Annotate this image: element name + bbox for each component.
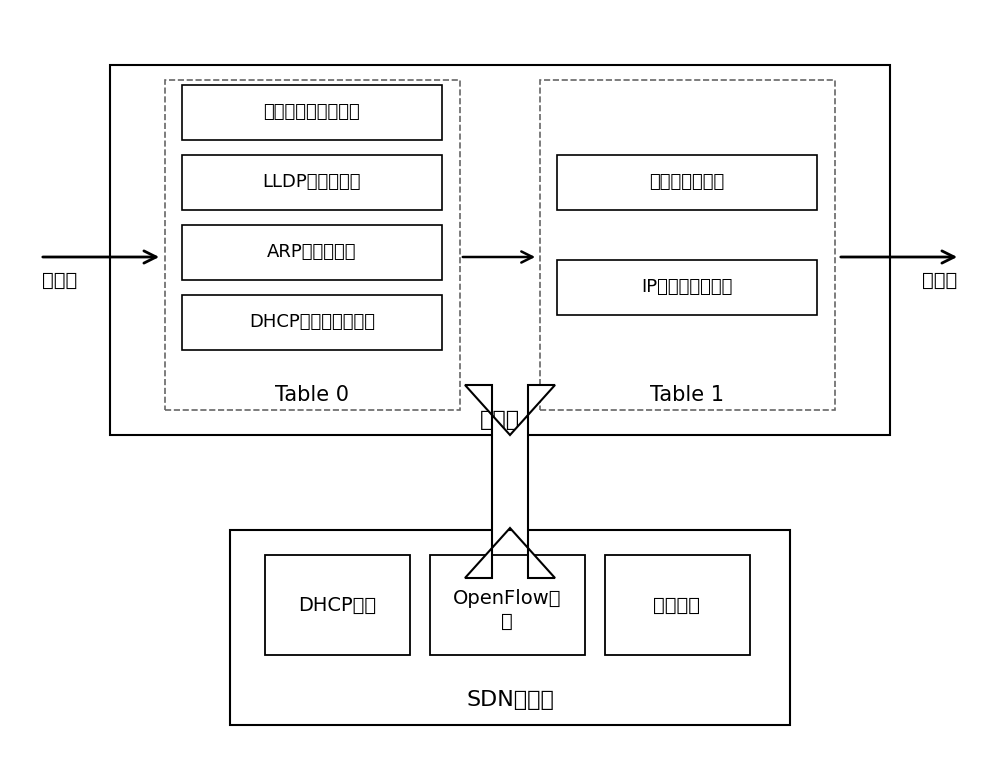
Text: 包输出: 包输出 <box>922 270 958 289</box>
Bar <box>182 155 442 210</box>
Text: OpenFlow模
块: OpenFlow模 块 <box>453 590 561 631</box>
Text: DHCP协议报文流表项: DHCP协议报文流表项 <box>249 313 375 331</box>
Bar <box>557 260 817 315</box>
Text: Table 0: Table 0 <box>275 385 349 405</box>
Bar <box>265 555 410 655</box>
Bar <box>605 555 750 655</box>
Text: IP报文首包流表项: IP报文首包流表项 <box>641 278 733 296</box>
Polygon shape <box>465 385 555 578</box>
Text: 转发模块: 转发模块 <box>654 596 700 614</box>
Bar <box>557 155 817 210</box>
Bar <box>540 80 835 410</box>
Text: LLDP报文流表项: LLDP报文流表项 <box>263 173 361 191</box>
Bar <box>182 225 442 280</box>
Bar <box>110 65 890 435</box>
Bar <box>182 295 442 350</box>
Text: 用户认证通过流表项: 用户认证通过流表项 <box>264 103 360 121</box>
Bar <box>182 85 442 140</box>
Text: 包输入: 包输入 <box>42 270 78 289</box>
Text: Table 1: Table 1 <box>650 385 724 405</box>
Text: 转发器: 转发器 <box>480 410 520 430</box>
Text: 报文转发流表项: 报文转发流表项 <box>649 173 725 191</box>
Text: SDN控制器: SDN控制器 <box>466 690 554 710</box>
Text: DHCP模块: DHCP模块 <box>298 596 376 614</box>
Bar <box>230 530 790 725</box>
Text: ARP报文流表项: ARP报文流表项 <box>267 243 357 261</box>
Bar <box>430 555 585 655</box>
Bar <box>165 80 460 410</box>
